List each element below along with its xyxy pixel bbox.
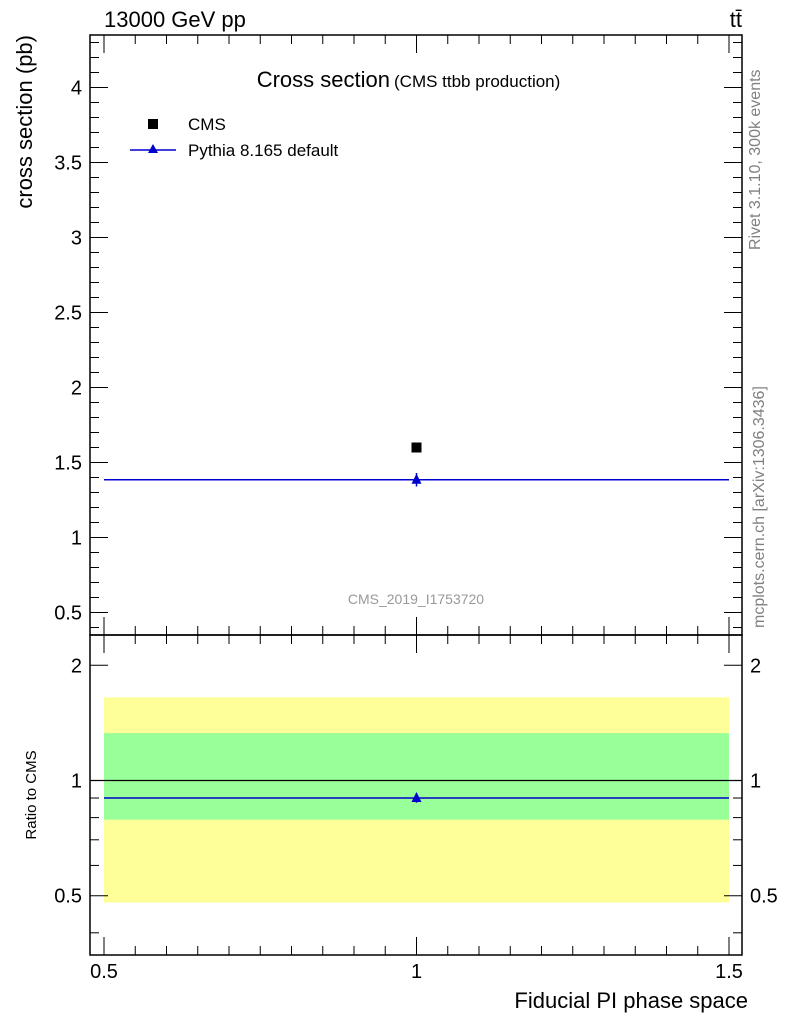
main-ytick-label: 3.5 (54, 153, 82, 175)
legend: CMS Pythia 8.165 default (130, 115, 339, 160)
ratio-pythia-point (411, 792, 422, 803)
legend-cms-label: CMS (188, 115, 226, 134)
main-ytick-label: 3 (71, 228, 82, 250)
main-ylabel: cross section (pb) (12, 35, 37, 209)
main-subtitle: (CMS ttbb production) (394, 72, 560, 91)
ratio-bands (90, 697, 742, 903)
pythia-data-point (411, 473, 422, 484)
main-ytick-label: 0.5 (54, 603, 82, 625)
cms-data-point (411, 442, 422, 453)
analysis-watermark: CMS_2019_I1753720 (348, 591, 484, 607)
energy-label: 13000 GeV pp (104, 7, 246, 32)
xtick-label: 1.5 (715, 961, 743, 983)
main-ytick-label: 4 (71, 78, 82, 100)
legend-pythia-label: Pythia 8.165 default (188, 141, 339, 160)
main-ytick-label: 1.5 (54, 453, 82, 475)
ratio-ytick-label-right: 0.5 (750, 886, 778, 908)
ratio-ytick-label-left: 1 (71, 771, 82, 793)
source-label: mcplots.cern.ch [arXiv:1306.3436] (751, 386, 768, 628)
main-ytick-label: 1 (71, 528, 82, 550)
ratio-data-marks (104, 792, 729, 803)
ratio-band-inner (104, 733, 729, 820)
legend-pythia-marker (148, 144, 158, 153)
ratio-ylabel: Ratio to CMS (23, 750, 40, 839)
main-ytick-label: 2.5 (54, 303, 82, 325)
main-axis-ticks: 0.5 1 1.5 2 2.5 3 3.5 4 (54, 35, 742, 635)
xtick-label: 0.5 (90, 961, 118, 983)
main-ytick-label: 2 (71, 378, 82, 400)
ratio-ytick-label-left: 2 (71, 655, 82, 677)
main-panel: 0.5 1 1.5 2 2.5 3 3.5 4 Cross section (CMS ttbb… (12, 34, 743, 636)
ratio-panel: 0.5 0.5 1 1 2 2 0.5 1 1.5 Ratio to CMS (23, 634, 778, 983)
ratio-axis-ticks: 0.5 0.5 1 1 2 2 0.5 1 1.5 (54, 635, 778, 983)
rivet-label: Rivet 3.1.10, 300k events (747, 69, 764, 250)
ratio-frame (89, 634, 743, 956)
main-data-marks (104, 442, 729, 487)
legend-cms-marker (148, 119, 158, 129)
ratio-ytick-label-right: 1 (750, 771, 761, 793)
ratio-ytick-label-right: 2 (750, 655, 761, 677)
xtick-label: 1 (411, 961, 422, 983)
x-axis-label: Fiducial PI phase space (514, 988, 748, 1013)
ratio-ytick-label-left: 0.5 (54, 886, 82, 908)
main-title: Cross section (257, 67, 390, 92)
process-label: tt̄ (730, 7, 742, 32)
